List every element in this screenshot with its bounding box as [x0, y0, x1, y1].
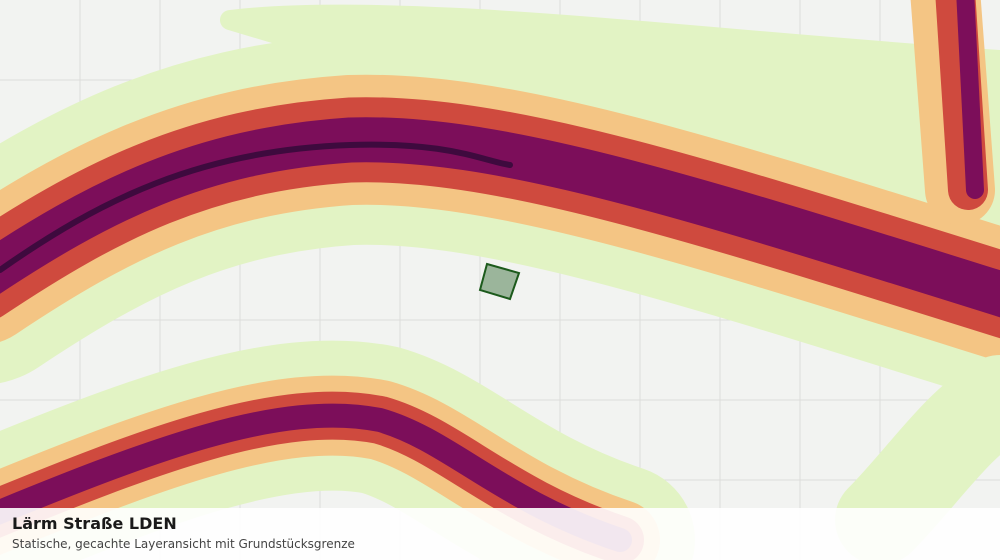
parcel-boundary[interactable]: [478, 262, 521, 301]
noise-zone-very-high: [956, 0, 984, 199]
noise-zone-extreme: [0, 141, 513, 273]
noise-zone-low: [835, 355, 1000, 560]
layer-title: Lärm Straße LDEN: [12, 514, 177, 533]
noise-zone-very-high: [0, 403, 632, 552]
noise-band-right: [910, 0, 995, 225]
layer-subtitle: Statische, gecachte Layeransicht mit Gru…: [12, 537, 355, 551]
noise-band-lower: [0, 340, 1000, 560]
caption-panel: Lärm Straße LDEN Statische, gecachte Lay…: [0, 508, 1000, 560]
